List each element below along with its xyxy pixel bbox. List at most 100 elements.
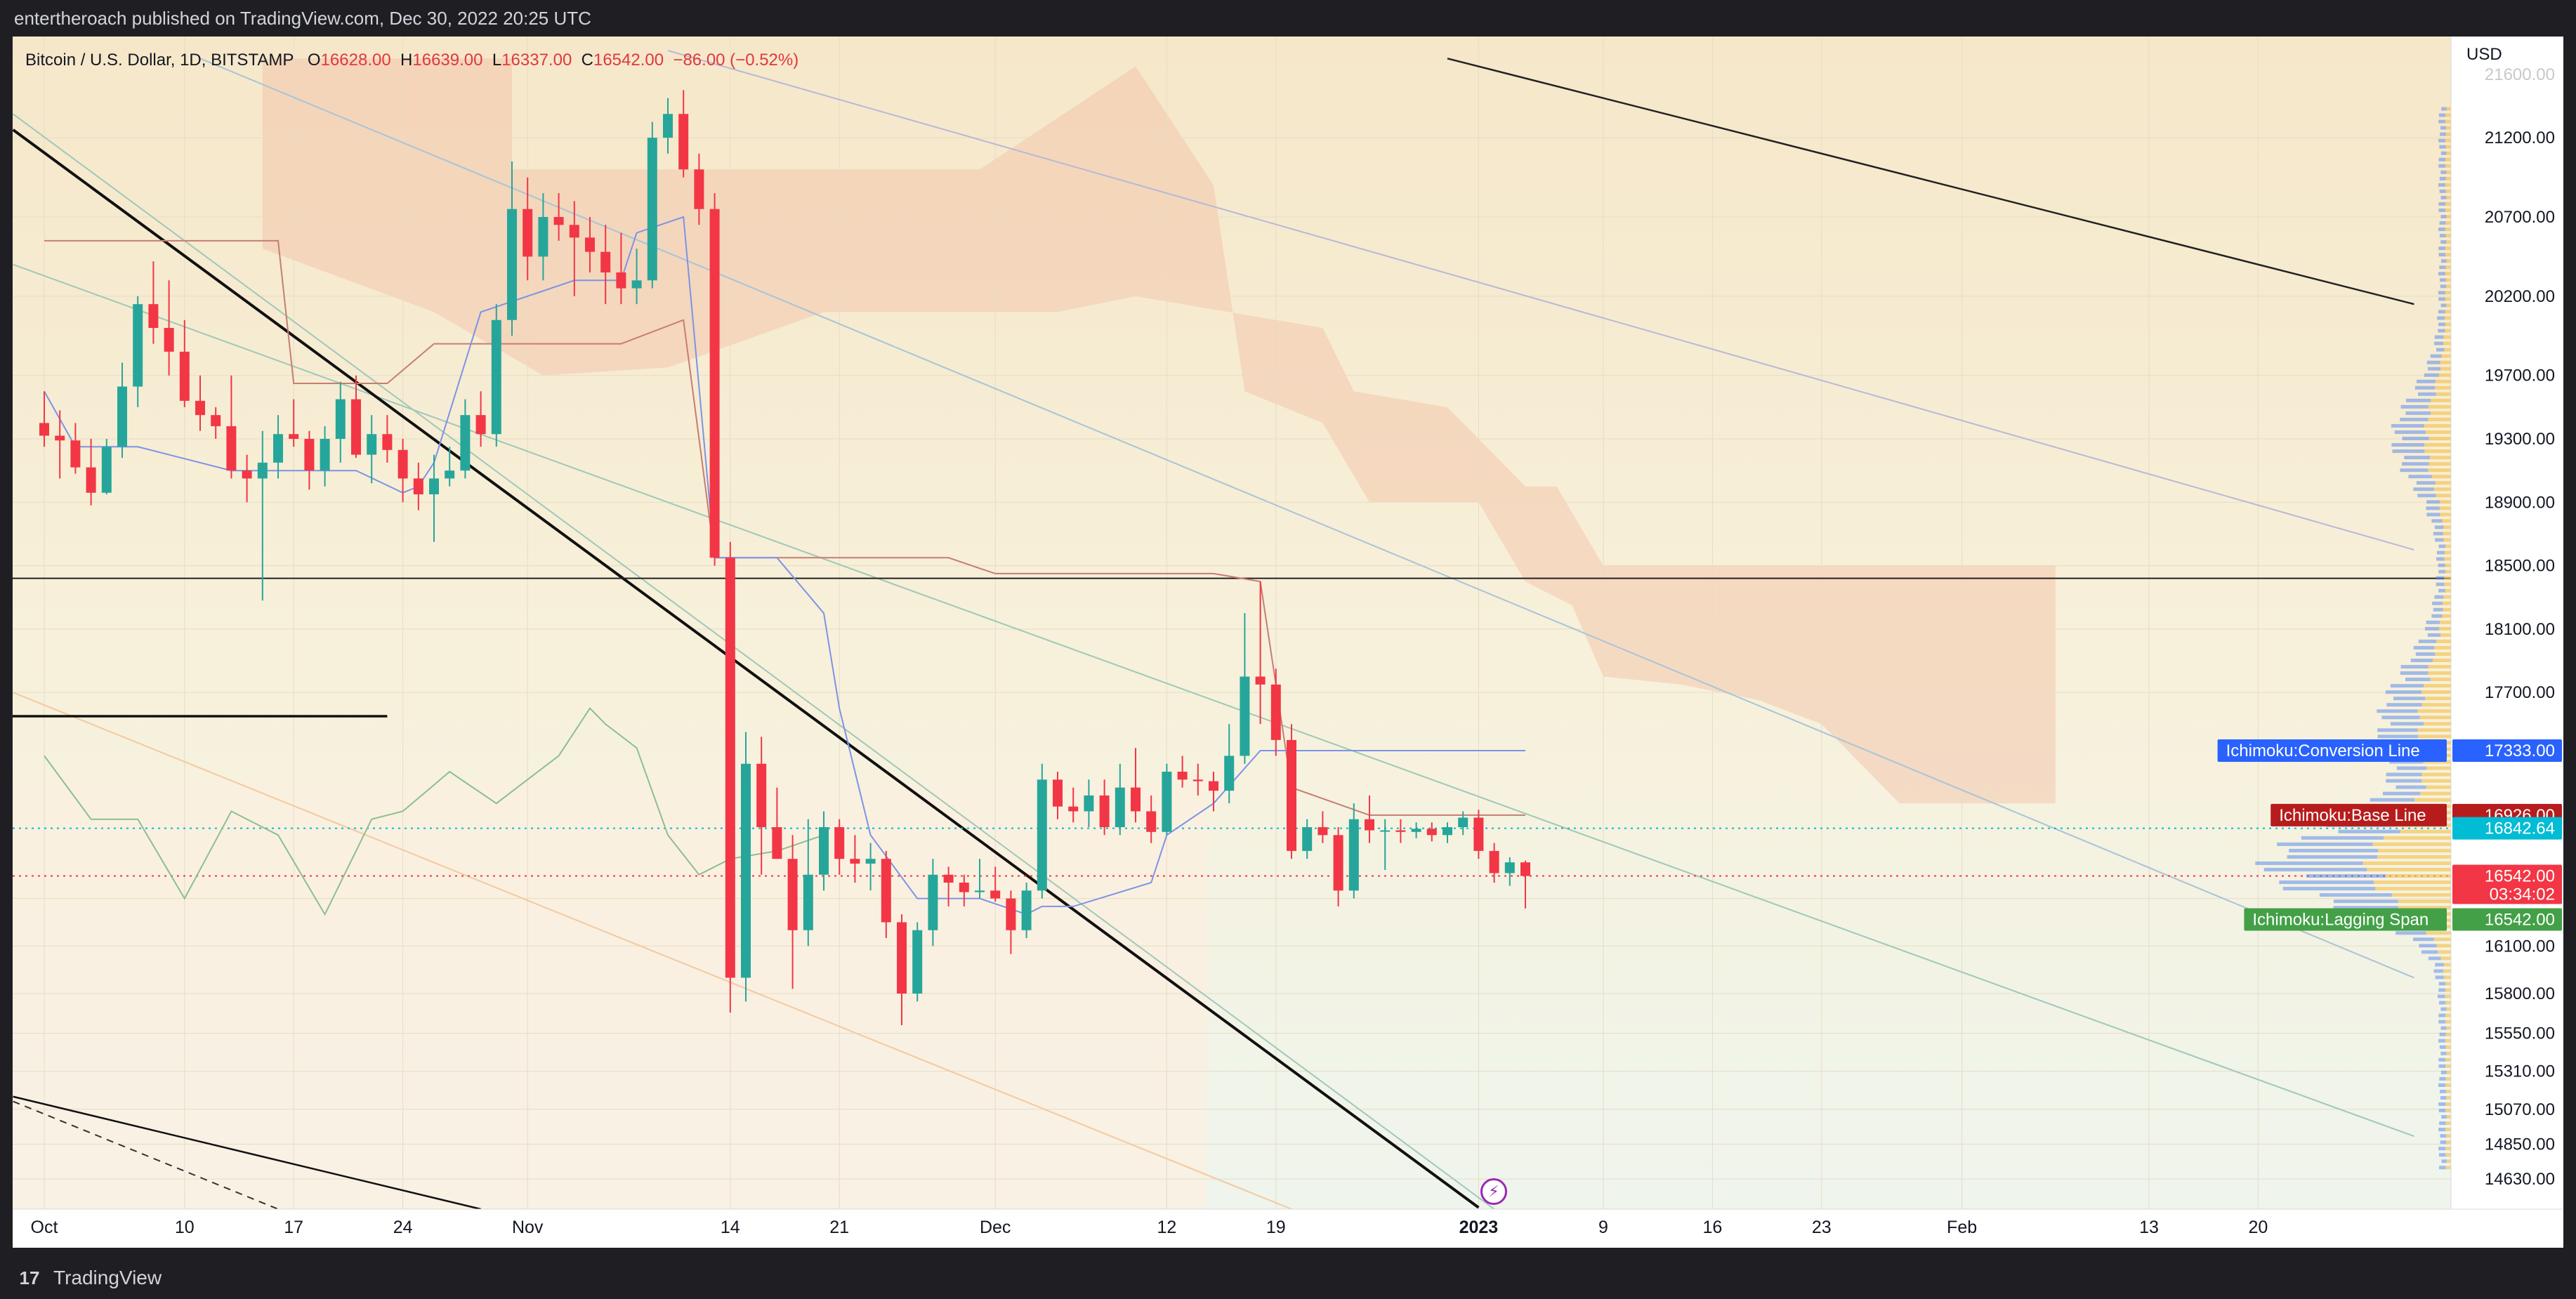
y-tick-label: 20200.00 — [2485, 287, 2555, 306]
candle-body — [117, 386, 127, 447]
volume-profile-bar — [2429, 462, 2451, 466]
candle-body — [803, 874, 813, 930]
brand-name[interactable]: TradingView — [53, 1267, 162, 1288]
volume-profile-bar — [2445, 1102, 2451, 1107]
candle-body — [943, 874, 954, 883]
volume-profile-bar — [2435, 652, 2451, 656]
volume-profile-bar — [2439, 176, 2446, 180]
volume-profile-bar — [2405, 678, 2431, 682]
volume-profile-bar — [2408, 475, 2432, 479]
volume-profile-bar — [2435, 379, 2451, 383]
volume-profile-bar — [2440, 513, 2451, 517]
x-tick-label: 23 — [1812, 1218, 1832, 1237]
chart-svg[interactable]: 21600.00 21200.00 20700.00 20200.00 19700.00… — [13, 37, 2563, 1248]
volume-profile-bar — [2438, 588, 2445, 593]
candle-body — [990, 890, 1001, 899]
chart-area[interactable]: 21600.00 21200.00 20700.00 20200.00 19700.00… — [13, 37, 2563, 1248]
volume-profile-bar — [2363, 861, 2451, 865]
volume-profile-bar — [2438, 544, 2446, 548]
lightning-icon[interactable]: ⚡ — [1480, 1178, 1507, 1205]
volume-profile-bar — [2438, 183, 2445, 187]
volume-profile-bar — [2445, 316, 2451, 320]
published-text: entertheroach published on TradingView.c… — [14, 8, 591, 29]
volume-profile-bar — [2424, 449, 2451, 454]
volume-profile-bar — [2427, 633, 2441, 637]
footer: 17 TradingView — [0, 1257, 2576, 1299]
volume-profile-bar — [2440, 284, 2447, 289]
volume-profile-bar — [2438, 1147, 2445, 1151]
volume-profile-bar — [2445, 1032, 2451, 1036]
symbol-title[interactable]: Bitcoin / U.S. Dollar, 1D, BITSTAMP — [25, 51, 294, 70]
volume-profile-bar — [2445, 1128, 2451, 1132]
volume-profile-bar — [2421, 950, 2438, 954]
volume-profile-bar — [2428, 665, 2451, 669]
volume-profile-bar — [2438, 310, 2445, 314]
volume-profile-bar — [2440, 278, 2446, 282]
trend-line-upper — [1447, 58, 2414, 305]
volume-profile-bar — [2438, 1020, 2446, 1024]
volume-profile-bar — [2445, 234, 2451, 238]
volume-profile-bar — [2445, 132, 2451, 136]
volume-profile-bar — [2439, 265, 2446, 270]
volume-profile-bar — [2443, 595, 2451, 599]
volume-profile-bar — [2445, 1045, 2451, 1049]
lower-shade — [13, 781, 1207, 1248]
volume-profile-bar — [2444, 582, 2451, 586]
volume-profile-bar — [2434, 385, 2451, 390]
x-tick-label: 2023 — [1459, 1218, 1499, 1237]
volume-profile-bar — [2446, 126, 2451, 130]
candle-body — [55, 435, 65, 441]
volume-profile-bar — [2436, 557, 2445, 561]
candle-body — [1209, 781, 1218, 791]
volume-profile-bar — [2446, 1115, 2451, 1119]
channel-line — [199, 58, 2414, 979]
volume-profile-bar — [2438, 138, 2445, 143]
publish-header: entertheroach published on TradingView.c… — [0, 0, 2576, 37]
volume-profile-bar — [2386, 703, 2422, 707]
volume-profile-bar — [2441, 354, 2451, 358]
candle-body — [39, 423, 49, 436]
volume-profile-bar — [2439, 1045, 2446, 1049]
volume-profile-bar — [2445, 569, 2451, 574]
volume-profile-bar — [2438, 1057, 2446, 1062]
candle-body — [242, 470, 252, 479]
volume-profile-bar — [2424, 684, 2451, 688]
volume-profile-bar — [2445, 1013, 2451, 1017]
volume-profile-bar — [2435, 975, 2444, 980]
candle-body — [101, 447, 112, 493]
volume-profile-bar — [2436, 494, 2451, 498]
volume-profile-bar — [2430, 411, 2451, 415]
volume-profile-bar — [2405, 398, 2431, 402]
candle-body — [819, 827, 829, 875]
volume-profile-bar — [2391, 443, 2424, 447]
volume-profile-bar — [2438, 157, 2446, 161]
candle-body — [523, 209, 533, 257]
candle-body — [70, 440, 81, 468]
high-value: 16639.00 — [412, 51, 483, 70]
volume-profile-bar — [2440, 1026, 2447, 1030]
indicator-name-tag — [2244, 908, 2447, 931]
candle-body — [787, 859, 798, 930]
volume-profile-bar — [2263, 867, 2367, 871]
volume-profile-bar — [2419, 716, 2451, 720]
channel-line — [13, 263, 2414, 1138]
candle-body — [179, 351, 190, 401]
volume-profile-bar — [2445, 113, 2451, 117]
candle-body — [569, 225, 579, 238]
candle-body — [834, 827, 845, 859]
candle-body — [1162, 772, 1172, 832]
volume-profile-bar — [2382, 791, 2421, 796]
tradingview-logo-icon[interactable]: 17 — [19, 1267, 40, 1288]
volume-profile-bar — [2437, 316, 2445, 320]
volume-profile-bar — [2444, 348, 2451, 352]
volume-profile-bar — [2445, 291, 2451, 295]
volume-profile-bar — [2446, 151, 2451, 155]
volume-profile-bar — [2394, 430, 2426, 434]
volume-profile-bar — [2418, 639, 2437, 643]
candle-body — [928, 874, 938, 930]
volume-profile-bar — [2445, 329, 2451, 333]
volume-profile-bar — [2446, 195, 2451, 199]
volume-profile-bar — [2445, 1057, 2451, 1062]
volume-profile-bar — [2416, 481, 2436, 485]
volume-profile-bar — [2440, 1007, 2447, 1011]
